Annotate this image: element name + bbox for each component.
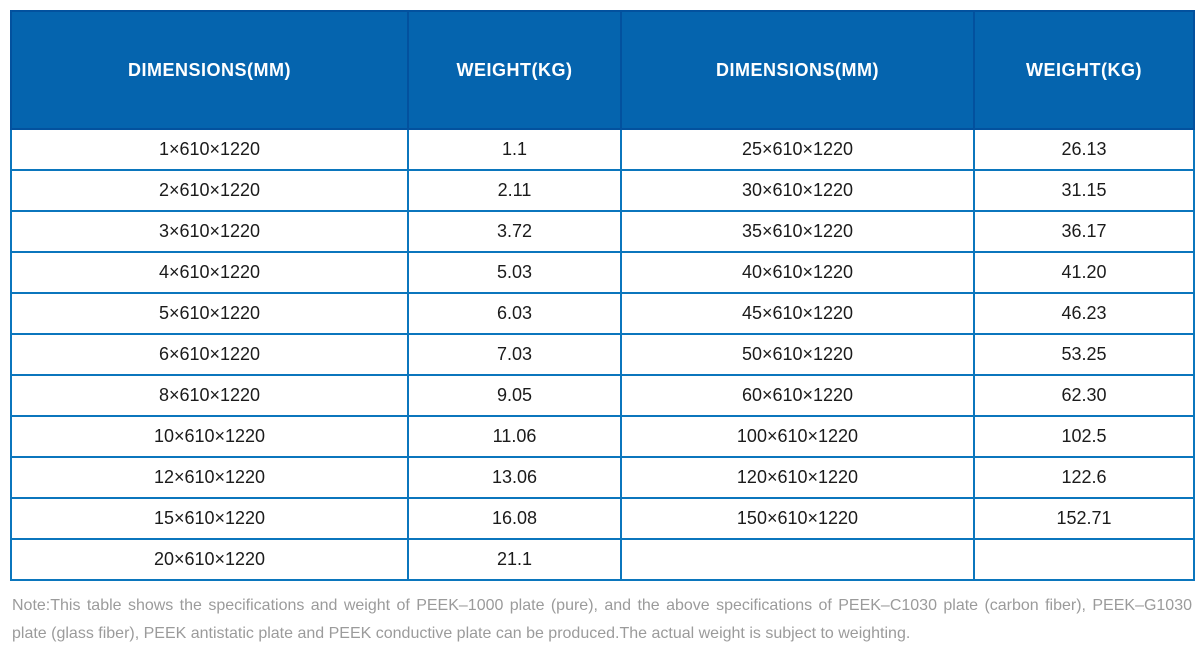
weight-cell: 26.13 xyxy=(973,128,1195,171)
weight-cell: 5.03 xyxy=(407,251,622,294)
dimensions-cell: 5×610×1220 xyxy=(10,292,409,335)
weight-cell: 122.6 xyxy=(973,456,1195,499)
dimensions-cell: 30×610×1220 xyxy=(620,169,975,212)
dimensions-cell: 6×610×1220 xyxy=(10,333,409,376)
dimensions-cell: 15×610×1220 xyxy=(10,497,409,540)
dimensions-cell: 50×610×1220 xyxy=(620,333,975,376)
note-text: Note:This table shows the specifications… xyxy=(12,597,1192,642)
dimensions-cell: 40×610×1220 xyxy=(620,251,975,294)
table-row: 12×610×1220 13.06 120×610×1220 122.6 xyxy=(10,456,1195,499)
dimensions-cell: 20×610×1220 xyxy=(10,538,409,581)
dimensions-cell: 25×610×1220 xyxy=(620,128,975,171)
weight-cell: 1.1 xyxy=(407,128,622,171)
dimensions-cell: 8×610×1220 xyxy=(10,374,409,417)
dimensions-cell xyxy=(620,538,975,581)
table-row: 6×610×1220 7.03 50×610×1220 53.25 xyxy=(10,333,1195,376)
dimensions-cell: 35×610×1220 xyxy=(620,210,975,253)
weight-cell: 3.72 xyxy=(407,210,622,253)
dimensions-cell: 60×610×1220 xyxy=(620,374,975,417)
dimensions-cell: 120×610×1220 xyxy=(620,456,975,499)
table-row: 2×610×1220 2.11 30×610×1220 31.15 xyxy=(10,169,1195,212)
weight-cell: 102.5 xyxy=(973,415,1195,458)
header-dimensions-right: DIMENSIONS(MM) xyxy=(620,10,975,130)
header-dimensions-left: DIMENSIONS(MM) xyxy=(10,10,409,130)
weight-cell: 53.25 xyxy=(973,333,1195,376)
table-row: 20×610×1220 21.1 xyxy=(10,538,1195,581)
weight-cell: 13.06 xyxy=(407,456,622,499)
header-weight-left: WEIGHT(KG) xyxy=(407,10,622,130)
table-row: 8×610×1220 9.05 60×610×1220 62.30 xyxy=(10,374,1195,417)
spec-table: DIMENSIONS(MM) WEIGHT(KG) DIMENSIONS(MM)… xyxy=(10,10,1195,581)
table-row: 4×610×1220 5.03 40×610×1220 41.20 xyxy=(10,251,1195,294)
dimensions-cell: 4×610×1220 xyxy=(10,251,409,294)
weight-cell: 6.03 xyxy=(407,292,622,335)
dimensions-cell: 12×610×1220 xyxy=(10,456,409,499)
table-body: 1×610×1220 1.1 25×610×1220 26.13 2×610×1220 2… xyxy=(10,128,1195,581)
dimensions-cell: 1×610×1220 xyxy=(10,128,409,171)
table-row: 5×610×1220 6.03 45×610×1220 46.23 xyxy=(10,292,1195,335)
weight-cell: 7.03 xyxy=(407,333,622,376)
dimensions-cell: 100×610×1220 xyxy=(620,415,975,458)
weight-cell: 62.30 xyxy=(973,374,1195,417)
weight-cell: 41.20 xyxy=(973,251,1195,294)
dimensions-cell: 45×610×1220 xyxy=(620,292,975,335)
header-weight-right: WEIGHT(KG) xyxy=(973,10,1195,130)
table-row: 10×610×1220 11.06 100×610×1220 102.5 xyxy=(10,415,1195,458)
dimensions-cell: 3×610×1220 xyxy=(10,210,409,253)
weight-cell xyxy=(973,538,1195,581)
weight-cell: 11.06 xyxy=(407,415,622,458)
table-row: 3×610×1220 3.72 35×610×1220 36.17 xyxy=(10,210,1195,253)
weight-cell: 9.05 xyxy=(407,374,622,417)
weight-cell: 152.71 xyxy=(973,497,1195,540)
table-row: 15×610×1220 16.08 150×610×1220 152.71 xyxy=(10,497,1195,540)
weight-cell: 31.15 xyxy=(973,169,1195,212)
weight-cell: 21.1 xyxy=(407,538,622,581)
dimensions-cell: 2×610×1220 xyxy=(10,169,409,212)
table-row: 1×610×1220 1.1 25×610×1220 26.13 xyxy=(10,128,1195,171)
table-header: DIMENSIONS(MM) WEIGHT(KG) DIMENSIONS(MM)… xyxy=(10,10,1195,130)
weight-cell: 16.08 xyxy=(407,497,622,540)
weight-cell: 46.23 xyxy=(973,292,1195,335)
weight-cell: 36.17 xyxy=(973,210,1195,253)
dimensions-cell: 10×610×1220 xyxy=(10,415,409,458)
weight-cell: 2.11 xyxy=(407,169,622,212)
header-row: DIMENSIONS(MM) WEIGHT(KG) DIMENSIONS(MM)… xyxy=(10,10,1195,130)
dimensions-cell: 150×610×1220 xyxy=(620,497,975,540)
